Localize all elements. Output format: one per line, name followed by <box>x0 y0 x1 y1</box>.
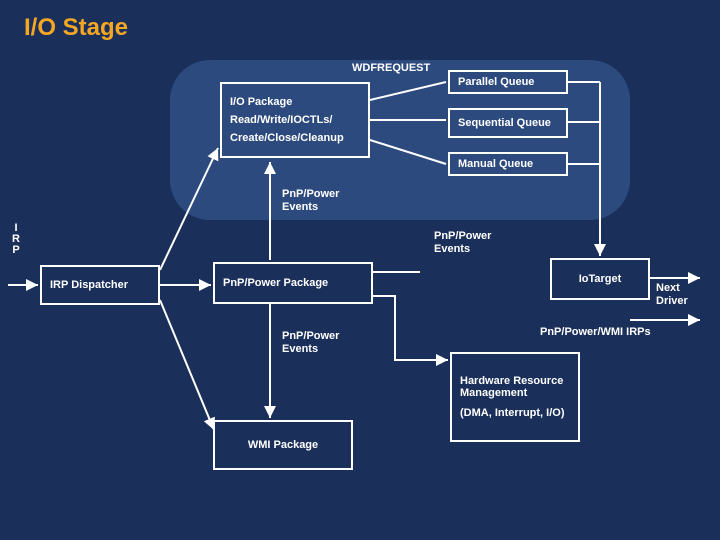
pnp-wmi-irps-label: PnP/Power/WMI IRPs <box>540 326 651 339</box>
hw-resource-line2: (DMA, Interrupt, I/O) <box>460 407 570 419</box>
manual-queue-label: Manual Queue <box>458 158 558 170</box>
manual-queue-box: Manual Queue <box>448 152 568 176</box>
sequential-queue-label: Sequential Queue <box>458 117 558 129</box>
wmi-package-label: WMI Package <box>248 439 318 451</box>
pnp-events-right-label: PnP/Power Events <box>434 230 504 256</box>
io-package-box: I/O Package Read/Write/IOCTLs/ Create/Cl… <box>220 82 370 158</box>
next-driver-label: Next Driver <box>656 282 704 308</box>
pnp-package-label: PnP/Power Package <box>223 277 363 289</box>
wdfrequest-label: WDFREQUEST <box>352 62 430 75</box>
irp-v-text: IRP <box>10 222 21 255</box>
pnp-package-box: PnP/Power Package <box>213 262 373 304</box>
pnp-events-up-label: PnP/Power Events <box>282 188 352 214</box>
pnp-events-down-label: PnP/Power Events <box>282 330 352 356</box>
iotarget-box: IoTarget <box>550 258 650 300</box>
irp-dispatcher-label: IRP Dispatcher <box>50 279 150 291</box>
parallel-queue-label: Parallel Queue <box>458 76 558 88</box>
hw-resource-line1: Hardware Resource Management <box>460 375 570 399</box>
wmi-package-box: WMI Package <box>213 420 353 470</box>
io-package-line2: Read/Write/IOCTLs/ <box>230 114 360 126</box>
io-package-line1: I/O Package <box>230 96 360 108</box>
page-title: I/O Stage <box>24 14 128 42</box>
iotarget-label: IoTarget <box>579 273 622 285</box>
hw-resource-box: Hardware Resource Management (DMA, Inter… <box>450 352 580 442</box>
irp-dispatcher-box: IRP Dispatcher <box>40 265 160 305</box>
parallel-queue-box: Parallel Queue <box>448 70 568 94</box>
io-package-line3: Create/Close/Cleanup <box>230 132 360 144</box>
irp-vertical-label: IRP <box>10 222 20 258</box>
sequential-queue-box: Sequential Queue <box>448 108 568 138</box>
